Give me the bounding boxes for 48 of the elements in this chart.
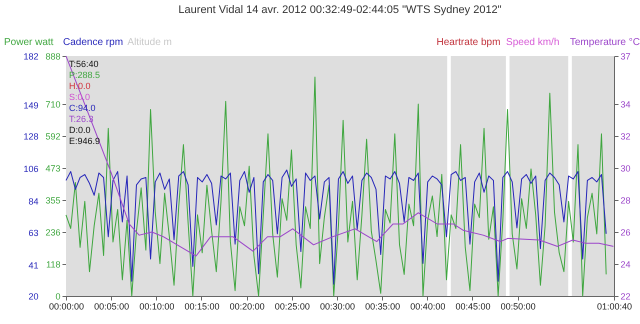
y-tick-label: 236 [45, 228, 60, 238]
text: Speed km/h [506, 37, 560, 48]
y2-tick-label: 30 [620, 164, 631, 174]
x-tick-label: 00:50:00 [500, 302, 536, 312]
y3-tick-label: 84 [28, 196, 38, 207]
y-tick-label: 355 [45, 196, 60, 206]
x-tick-label: 00:00:00 [48, 302, 84, 312]
y2-tick-label: 22 [620, 292, 631, 302]
x-tick-label: 00:05:00 [94, 302, 130, 312]
y3-tick-label: 20 [28, 292, 38, 302]
x-tick-label: 00:20:00 [230, 302, 265, 312]
y3-tick-label: 63 [28, 228, 38, 238]
annotation: D:0.0 [69, 125, 91, 135]
x-tick-label: 00:15:00 [184, 302, 220, 312]
y3-tick-label: 182 [23, 52, 38, 62]
line-series [66, 76, 607, 296]
x-tick-label: 00:40:00 [410, 302, 446, 312]
y3-tick-label: 149 [23, 100, 38, 110]
y2-tick-label: 24 [620, 260, 631, 270]
y2-tick-label: 37 [620, 52, 631, 62]
y2-tick-label: 28 [620, 196, 631, 206]
annotation: E:946.9 [69, 136, 100, 146]
line-series [66, 56, 614, 256]
y2-tick-label: 32 [620, 132, 631, 142]
x-tick-label: 00:30:00 [320, 302, 356, 312]
x-tick-label: 00:45:00 [455, 302, 491, 312]
y-tick-label: 710 [45, 100, 60, 110]
y2-tick-label: 26 [620, 228, 631, 238]
text: Power watt [4, 37, 54, 48]
x-tick-label: 00:35:00 [365, 302, 400, 312]
y-tick-label: 0 [55, 292, 60, 302]
y2-tick-label: 34 [620, 100, 631, 110]
x-tick-label: 00:10:00 [139, 302, 174, 312]
y-tick-label: 592 [45, 132, 60, 142]
y-tick-label: 888 [45, 52, 60, 62]
y3-tick-label: 128 [23, 132, 38, 142]
y-tick-label: 118 [46, 260, 60, 270]
x-tick-label: 00:25:00 [274, 302, 310, 312]
text: Heartrate bpm [436, 37, 500, 48]
annotation: T:56:40 [69, 59, 99, 69]
y3-tick-label: 106 [23, 164, 38, 174]
text: Cadence rpm [63, 37, 124, 48]
x-tick-label: 01:00:40 [596, 302, 632, 312]
line-series [66, 170, 607, 285]
y-tick-label: 473 [45, 164, 60, 174]
text: Temperature °C [570, 37, 640, 48]
chart-title: Laurent Vidal 14 avr. 2012 00:32:49-02:44:05 "WTS Sydney 2012" [178, 4, 502, 16]
y3-tick-label: 41 [28, 260, 38, 270]
